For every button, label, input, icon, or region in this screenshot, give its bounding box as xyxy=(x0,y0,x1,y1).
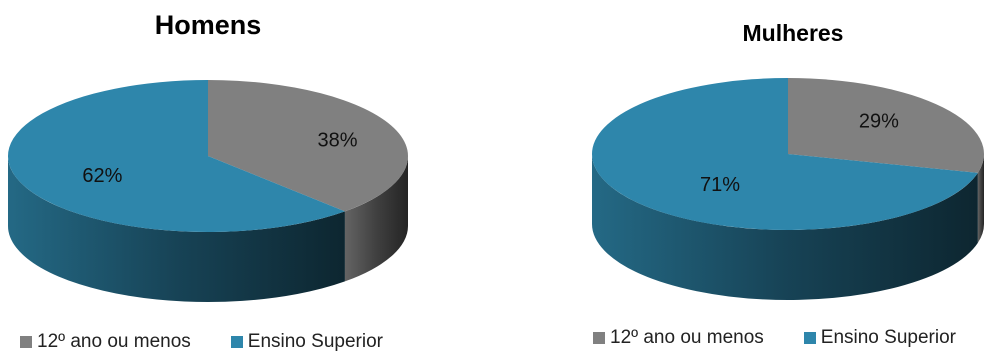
legend-item-ensino-superior: Ensino Superior xyxy=(803,327,956,349)
legend-label: 12º ano ou menos xyxy=(37,331,191,352)
pie-chart: 38% 62% xyxy=(7,80,408,302)
legend-label: 12º ano ou menos xyxy=(610,327,764,348)
data-label: 71% xyxy=(700,174,740,196)
pie-slice xyxy=(591,78,978,230)
legend-item-ensino-superior: Ensino Superior xyxy=(230,331,383,353)
pie-slice-side xyxy=(344,156,408,282)
legend-item-12-ano: 12º ano ou menos xyxy=(593,327,764,349)
chart-homens: Homens 38% 62% 12º ano ou menos Ensino Su… xyxy=(0,0,420,356)
chart-mulheres: Mulheres 29% 71% 12º ano ou menos Ensino … xyxy=(585,0,1005,356)
data-label: 29% xyxy=(859,110,899,132)
pie-slice-side xyxy=(8,156,345,302)
legend: 12º ano ou menos Ensino Superior xyxy=(593,327,956,349)
pie-slice xyxy=(208,80,408,212)
legend-label: Ensino Superior xyxy=(247,331,383,352)
legend-item-12-ano: 12º ano ou menos xyxy=(20,331,191,353)
legend-swatch xyxy=(803,332,816,344)
legend-swatch xyxy=(593,332,605,344)
pie-slice-side xyxy=(977,154,984,243)
data-label: 38% xyxy=(318,129,358,151)
legend-swatch xyxy=(230,336,243,348)
pie-slice-side xyxy=(592,154,978,300)
data-label: 62% xyxy=(82,165,122,187)
legend-label: Ensino Superior xyxy=(820,327,956,348)
pie-chart: 29% 71% xyxy=(591,78,984,300)
pie-slice xyxy=(7,80,345,232)
chart-title: Mulheres xyxy=(742,20,844,46)
chart-title: Homens xyxy=(154,10,262,40)
legend: 12º ano ou menos Ensino Superior xyxy=(20,331,383,353)
legend-swatch xyxy=(20,336,32,348)
pie-slice xyxy=(788,78,984,173)
